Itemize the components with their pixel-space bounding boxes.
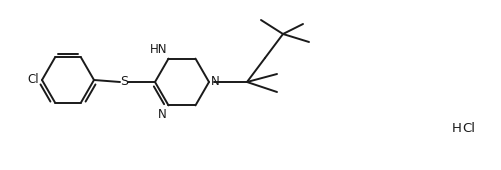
Text: N: N [210, 75, 219, 89]
Text: N: N [157, 108, 166, 121]
Text: HN: HN [150, 43, 167, 56]
Text: Cl: Cl [461, 122, 474, 134]
Text: H: H [451, 122, 461, 134]
Text: Cl: Cl [28, 73, 39, 87]
Text: S: S [120, 75, 128, 89]
